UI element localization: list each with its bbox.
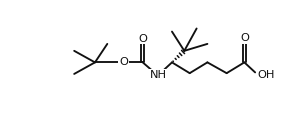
Text: OH: OH: [257, 70, 275, 80]
Text: O: O: [138, 34, 147, 44]
Text: O: O: [240, 33, 249, 43]
Text: NH: NH: [150, 70, 167, 80]
Text: O: O: [119, 57, 128, 67]
